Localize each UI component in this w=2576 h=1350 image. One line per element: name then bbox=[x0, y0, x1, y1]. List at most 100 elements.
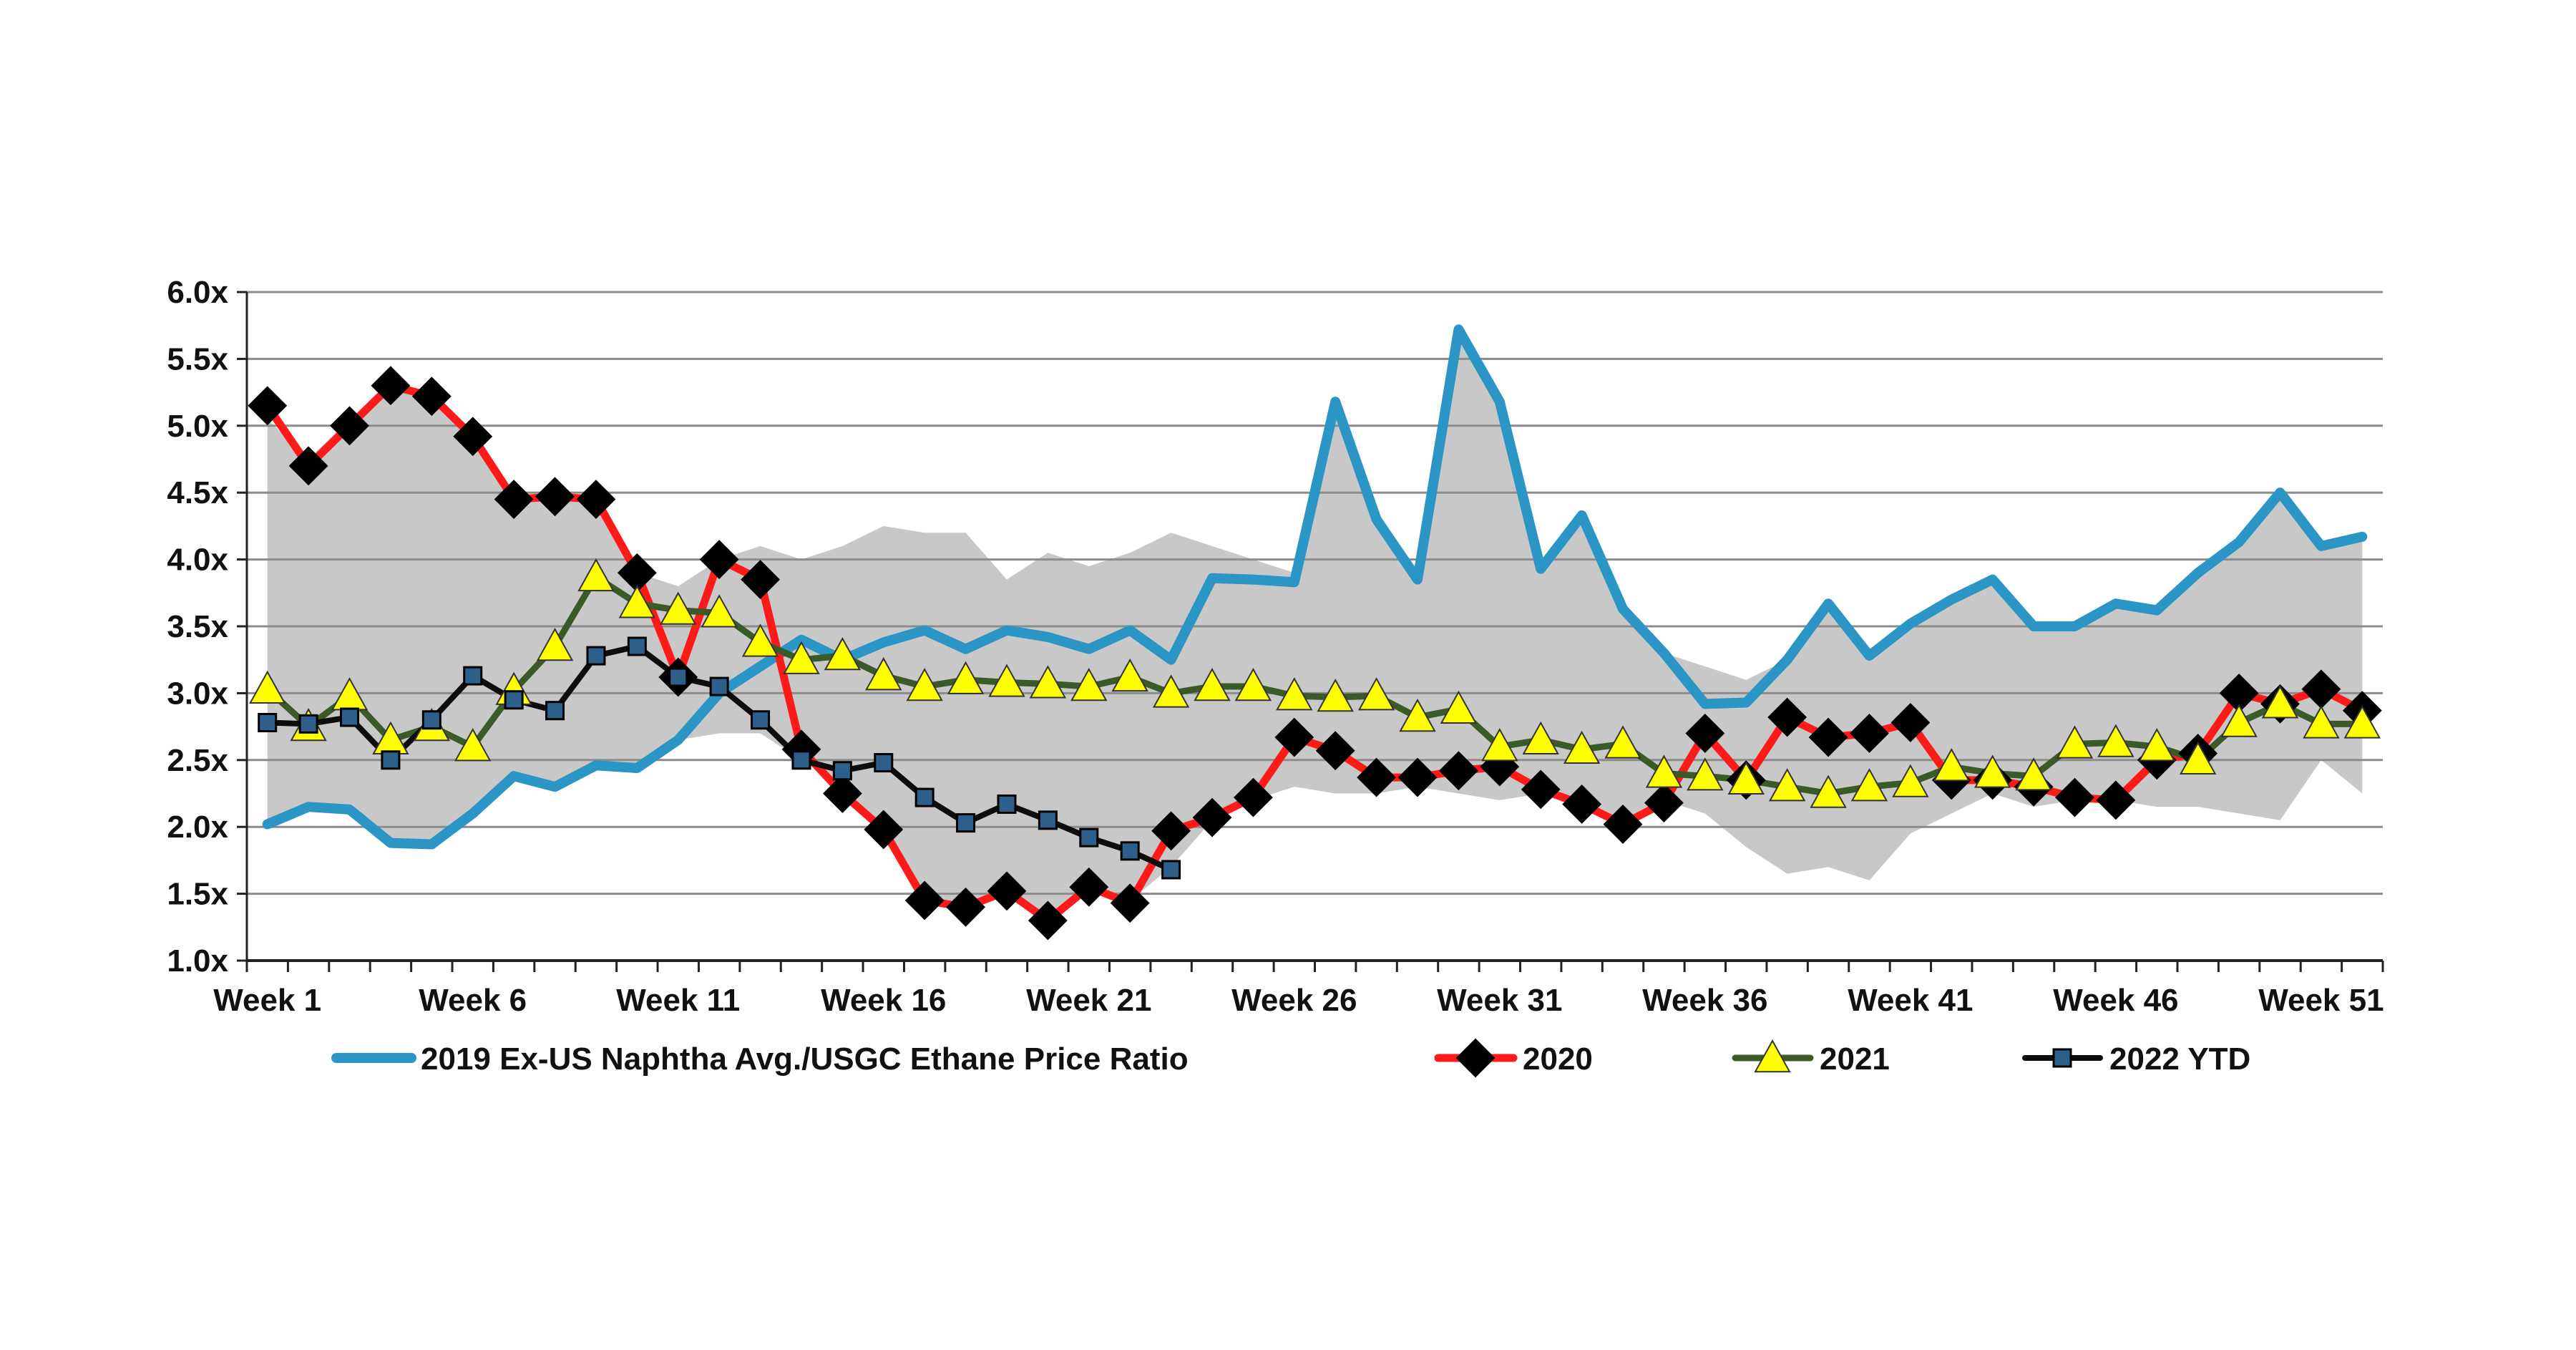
data-point-2021 bbox=[660, 591, 697, 625]
data-point-2021 bbox=[1152, 674, 1190, 708]
data-point-2021 bbox=[988, 664, 1025, 697]
data-point-2020 bbox=[741, 560, 780, 600]
legend-label: 2022 YTD bbox=[2109, 1041, 2250, 1077]
x-tick-label: Week 6 bbox=[419, 983, 527, 1018]
data-point-2020 bbox=[453, 417, 493, 457]
data-point-2020 bbox=[1890, 703, 1931, 742]
data-point-2021 bbox=[536, 627, 574, 661]
data-point-2022-ytd bbox=[751, 710, 771, 730]
data-point-2021 bbox=[1933, 748, 1970, 782]
data-point-2020 bbox=[1562, 785, 1602, 824]
data-point-2020 bbox=[1192, 797, 1232, 837]
y-tick-label: 5.5x bbox=[167, 341, 228, 377]
data-point-2022-ytd bbox=[381, 750, 401, 770]
data-point-2021 bbox=[906, 668, 943, 701]
data-point-2021 bbox=[1563, 730, 1601, 764]
data-point-2021 bbox=[2179, 741, 2217, 774]
legend-item-2019-ex-us-naphtha-avg-usgc-ethane-price-ratio: 2019 Ex-US Naphtha Avg./USGC Ethane Pric… bbox=[331, 1041, 1189, 1077]
data-point-2021 bbox=[577, 558, 615, 592]
data-point-2020 bbox=[1028, 900, 1068, 941]
x-tick-label: Week 21 bbox=[1026, 983, 1151, 1018]
data-point-2021 bbox=[1399, 698, 1436, 732]
y-tick-label: 6.0x bbox=[167, 275, 228, 310]
axes-layer bbox=[237, 291, 2384, 972]
data-point-2021 bbox=[1687, 757, 1724, 791]
data-point-2021 bbox=[1234, 668, 1272, 701]
data-point-2020 bbox=[699, 540, 739, 580]
y-tick-label: 1.0x bbox=[167, 943, 228, 978]
data-point-2020 bbox=[288, 446, 328, 486]
data-point-2021 bbox=[1111, 658, 1148, 692]
y-tick-label: 2.0x bbox=[167, 810, 228, 845]
data-point-2022-ytd bbox=[914, 787, 935, 807]
x-tick-label: Week 11 bbox=[616, 983, 740, 1018]
data-point-2020 bbox=[576, 480, 616, 519]
data-point-2020 bbox=[1397, 757, 1438, 797]
data-point-2022-ytd bbox=[1079, 827, 1099, 848]
data-point-2021 bbox=[824, 637, 862, 671]
data-point-2021 bbox=[1194, 668, 1231, 701]
data-point-2021 bbox=[1522, 721, 1559, 754]
x-tick-label: Week 51 bbox=[2258, 983, 2384, 1018]
series-line-2021 bbox=[264, 573, 2366, 797]
data-point-2020 bbox=[946, 887, 985, 927]
data-point-2022-ytd bbox=[1038, 810, 1058, 830]
data-point-2022-ytd bbox=[874, 753, 894, 773]
data-point-2020 bbox=[1233, 777, 1273, 817]
data-point-2021 bbox=[2261, 685, 2299, 719]
data-point-2022-ytd bbox=[298, 714, 318, 734]
legend-label: 2019 Ex-US Naphtha Avg./USGC Ethane Pric… bbox=[421, 1041, 1189, 1077]
data-point-2022-ytd bbox=[791, 750, 811, 770]
data-point-2022-ytd bbox=[421, 710, 441, 730]
data-point-2021 bbox=[618, 585, 656, 618]
data-point-2020 bbox=[494, 480, 534, 519]
data-point-2021 bbox=[1974, 754, 2011, 788]
legend-marker bbox=[1754, 1039, 1791, 1073]
data-point-2020 bbox=[2096, 780, 2136, 820]
data-point-2021 bbox=[783, 641, 820, 674]
data-point-2020 bbox=[987, 871, 1027, 911]
data-point-2021 bbox=[1892, 764, 1929, 797]
data-point-2022-ytd bbox=[1120, 841, 1140, 861]
data-point-2020 bbox=[1644, 783, 1684, 822]
data-point-2022-ytd bbox=[586, 646, 606, 666]
legend-marker bbox=[1455, 1038, 1496, 1078]
y-tick-label: 2.5x bbox=[167, 743, 228, 778]
data-point-2021 bbox=[1276, 677, 1313, 711]
data-point-2020 bbox=[864, 810, 904, 850]
data-point-2021 bbox=[2015, 757, 2052, 791]
data-point-2020 bbox=[248, 386, 288, 426]
data-point-2021 bbox=[1850, 768, 1888, 802]
y-tick-label: 4.5x bbox=[167, 475, 228, 510]
data-point-2021 bbox=[1810, 774, 1847, 808]
series-line-2020 bbox=[263, 382, 2366, 925]
data-point-2020 bbox=[1315, 731, 1355, 771]
data-point-2022-ytd bbox=[504, 690, 524, 710]
data-point-2022-ytd bbox=[956, 813, 976, 833]
legend-item-2020: 2020 bbox=[1434, 1038, 1593, 1078]
data-point-2020 bbox=[2055, 777, 2094, 817]
data-point-2022-ytd bbox=[545, 701, 565, 721]
x-tick-label: Week 31 bbox=[1437, 983, 1562, 1018]
data-point-2021 bbox=[2056, 725, 2094, 759]
data-point-2020 bbox=[411, 377, 452, 417]
data-point-2021 bbox=[2097, 724, 2135, 757]
x-tick-label: Week 36 bbox=[1642, 983, 1767, 1018]
data-point-2020 bbox=[1603, 805, 1643, 844]
data-point-2021 bbox=[1768, 768, 1806, 802]
data-point-2021 bbox=[1317, 678, 1354, 712]
data-point-2021 bbox=[2303, 705, 2340, 739]
data-point-2021 bbox=[701, 594, 738, 628]
data-point-2021 bbox=[741, 623, 779, 657]
data-point-2020 bbox=[1110, 883, 1150, 923]
x-tick-label: Week 16 bbox=[821, 983, 946, 1018]
data-point-2021 bbox=[2343, 705, 2381, 739]
legend: 2019 Ex-US Naphtha Avg./USGC Ethane Pric… bbox=[331, 1038, 2250, 1078]
data-point-2021 bbox=[947, 661, 985, 694]
data-point-2022-ytd bbox=[258, 712, 278, 732]
tick-labels-layer: 1.0x 1.5x 2.0x 2.5x 3.0x 3.5x 4.0x 4.5x 5.0x 5.5x… bbox=[167, 275, 2384, 1018]
legend-label: 2020 bbox=[1523, 1041, 1593, 1077]
legend-marker bbox=[2052, 1048, 2072, 1068]
data-point-2020 bbox=[1069, 867, 1109, 907]
